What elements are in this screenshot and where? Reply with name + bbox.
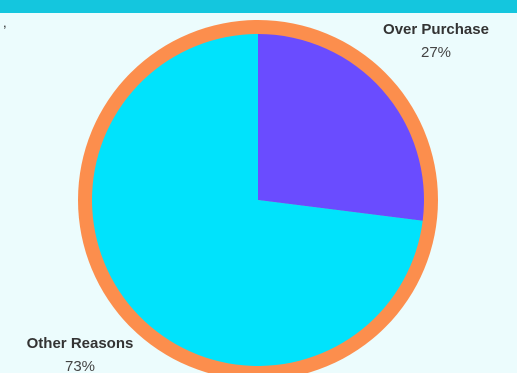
top-bar	[0, 0, 517, 13]
pie-slice-over-purchase	[258, 34, 424, 221]
pie-slices	[91, 34, 424, 366]
slice-value-over-purchase: 27%	[421, 44, 451, 61]
slice-label-other-reasons: Other Reasons	[27, 335, 134, 352]
slice-value-other-reasons: 73%	[65, 358, 95, 373]
stray-mark: ,	[3, 15, 7, 30]
pie-slice-other-reasons	[91, 34, 423, 366]
slice-label-over-purchase: Over Purchase	[383, 21, 489, 38]
